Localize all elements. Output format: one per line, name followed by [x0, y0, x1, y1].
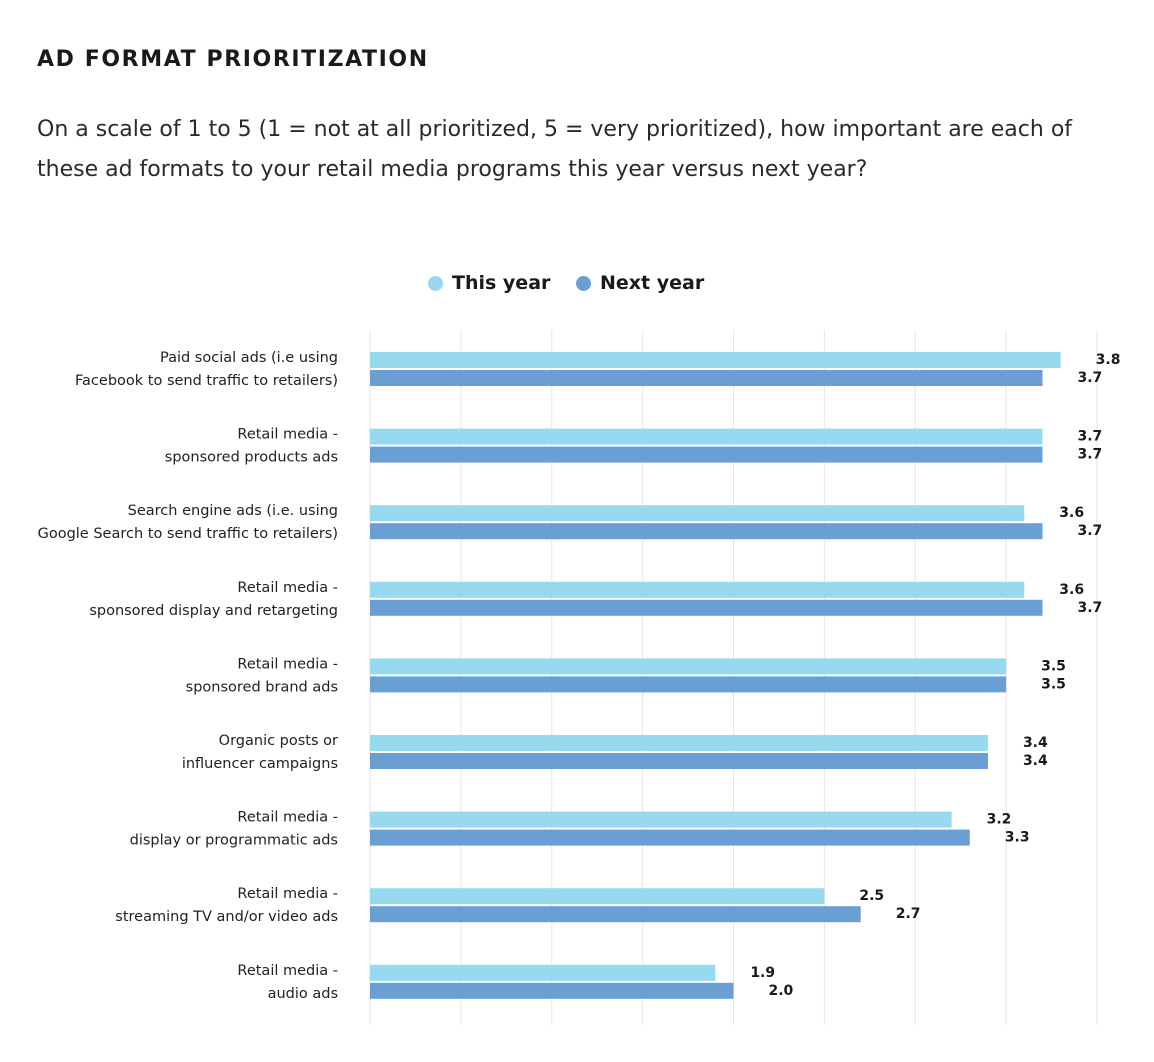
- data-label: 3.7: [1077, 600, 1102, 616]
- category-label: Retail media -: [237, 427, 338, 443]
- category-label: sponsored brand ads: [186, 679, 338, 695]
- bar-next-year: [370, 982, 734, 999]
- category-label: Retail media -: [237, 580, 338, 596]
- category-label: sponsored products ads: [165, 450, 338, 466]
- category-label: audio ads: [268, 986, 338, 1002]
- bar-next-year: [370, 446, 1043, 463]
- legend-label-next-year: Next year: [600, 272, 705, 294]
- bar-this-year: [370, 352, 1061, 368]
- data-label: 2.0: [769, 983, 794, 999]
- bar-this-year: [370, 735, 988, 751]
- category-label: Search engine ads (i.e. using: [128, 503, 338, 519]
- category-label: Retail media -: [237, 886, 338, 902]
- data-label: 3.7: [1077, 447, 1102, 463]
- data-label: 2.5: [859, 888, 884, 904]
- data-label: 3.7: [1077, 523, 1102, 539]
- data-label: 3.5: [1041, 676, 1066, 692]
- category-label: Paid social ads (i.e using: [160, 350, 338, 366]
- legend-item-next-year: Next year: [576, 272, 704, 294]
- bar-this-year: [370, 581, 1025, 598]
- bar-next-year: [370, 370, 1043, 386]
- category-label: Google Search to send traffic to retaile…: [38, 526, 338, 542]
- bar-this-year: [370, 505, 1025, 522]
- bar-next-year: [370, 906, 861, 923]
- chart-title: AD FORMAT PRIORITIZATION: [37, 47, 429, 72]
- data-label: 3.8: [1096, 352, 1121, 368]
- bar-this-year: [370, 888, 825, 905]
- bar-next-year: [370, 753, 988, 769]
- data-label: 3.6: [1059, 582, 1084, 598]
- data-label: 2.7: [896, 906, 921, 922]
- data-label: 3.4: [1023, 735, 1048, 751]
- data-label: 3.7: [1077, 429, 1102, 445]
- data-label: 3.3: [1005, 830, 1030, 846]
- category-label: Retail media -: [237, 963, 338, 979]
- legend-label-this-year: This year: [452, 272, 551, 294]
- bar-this-year: [370, 811, 952, 828]
- category-label: influencer campaigns: [182, 756, 338, 772]
- bar-next-year: [370, 599, 1043, 616]
- category-label: streaming TV and/or video ads: [115, 909, 338, 925]
- category-label: Retail media -: [237, 656, 338, 672]
- category-label: display or programmatic ads: [130, 833, 338, 849]
- legend-swatch-this-year: [428, 275, 443, 291]
- legend-swatch-next-year: [576, 275, 591, 291]
- bar-this-year: [370, 428, 1043, 445]
- chart-subtitle: On a scale of 1 to 5 (1 = not at all pri…: [37, 117, 1073, 182]
- category-label: sponsored display and retargeting: [89, 603, 338, 619]
- data-label: 1.9: [750, 965, 775, 981]
- bar-next-year: [370, 523, 1043, 540]
- data-label: 3.5: [1041, 658, 1066, 674]
- legend: This year Next year: [0, 272, 1154, 302]
- data-label: 3.4: [1023, 753, 1048, 769]
- data-label: 3.2: [987, 812, 1012, 828]
- legend-item-this-year: This year: [428, 272, 550, 294]
- bar-this-year: [370, 964, 716, 981]
- data-label: 3.6: [1059, 505, 1084, 521]
- bar-next-year: [370, 829, 970, 846]
- bar-next-year: [370, 676, 1007, 693]
- category-label: Facebook to send traffic to retailers): [75, 373, 338, 389]
- data-label: 3.7: [1077, 370, 1102, 386]
- category-label: Organic posts or: [219, 733, 338, 749]
- category-label: Retail media -: [237, 810, 338, 826]
- bar-this-year: [370, 658, 1007, 675]
